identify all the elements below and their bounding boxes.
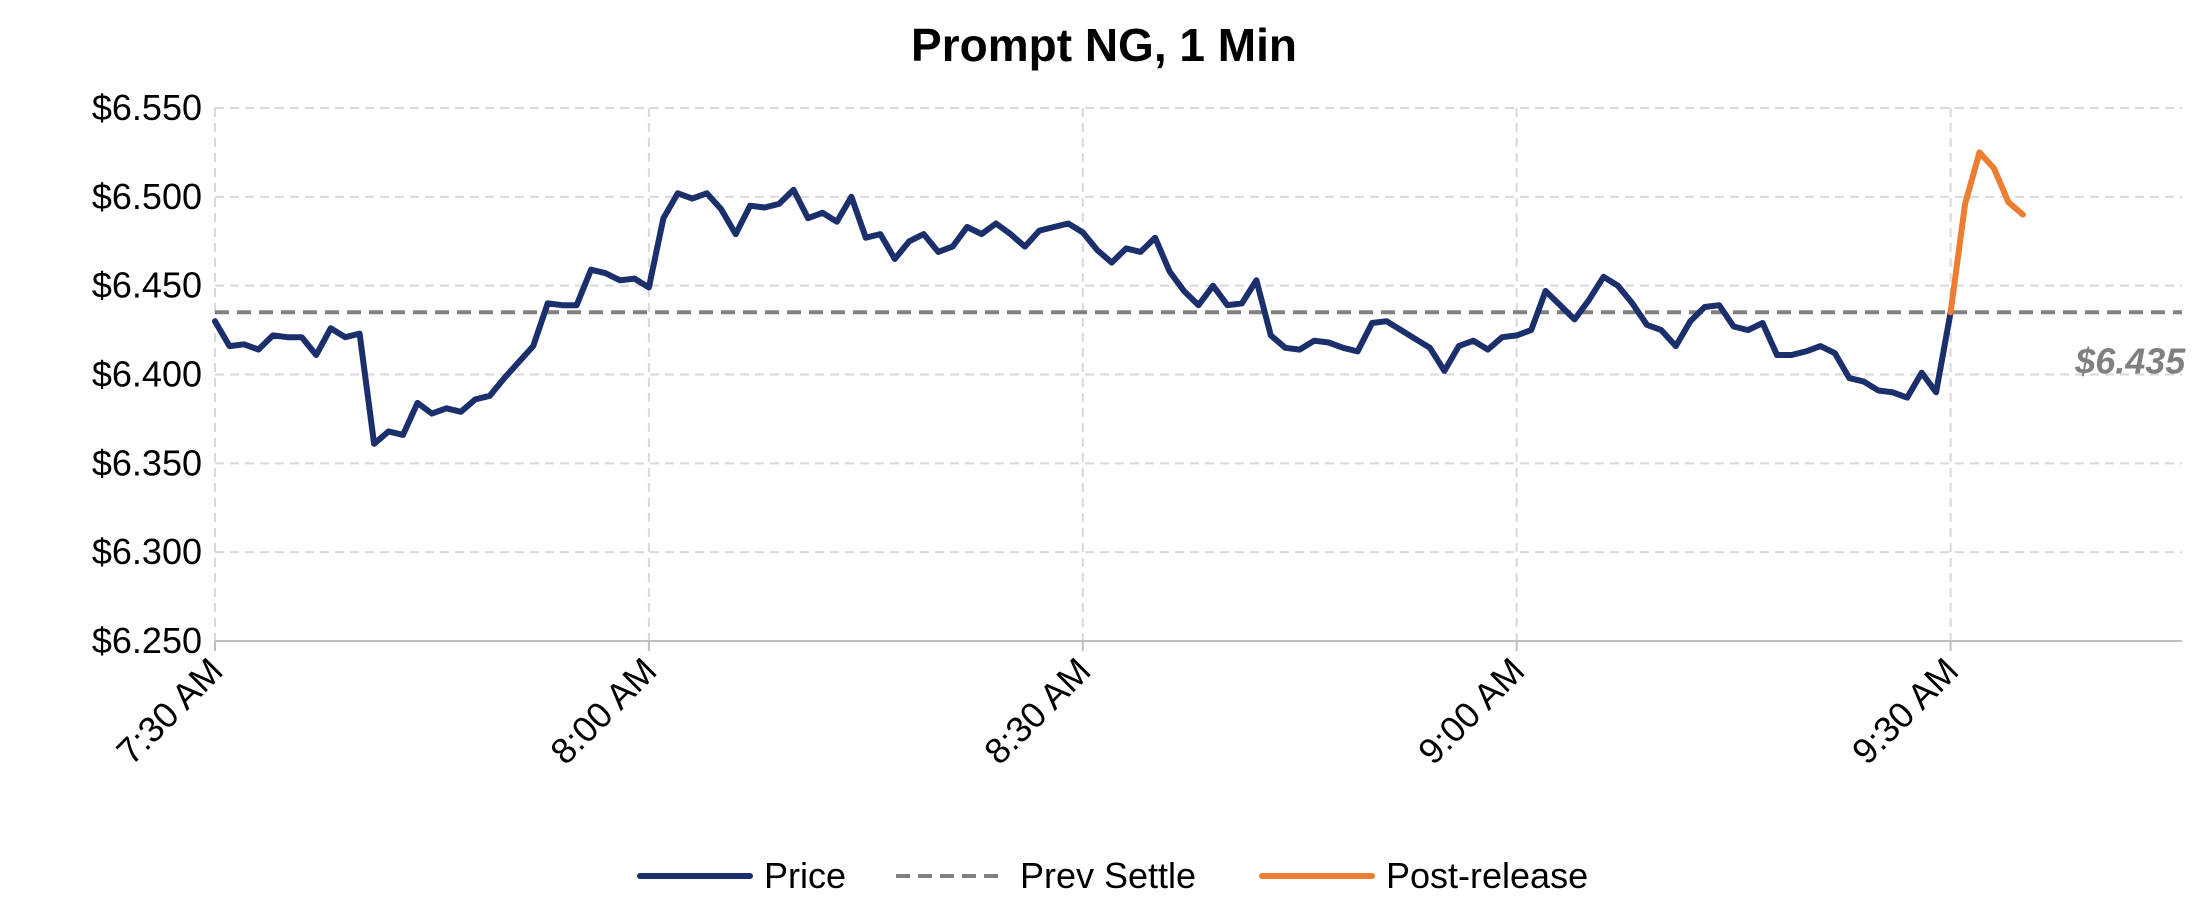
legend-label-prev-settle: Prev Settle [1020, 855, 1196, 896]
series-layer [212, 149, 2182, 447]
y-tick-label: $6.500 [92, 176, 202, 217]
x-tick-label: 8:30 AM [976, 650, 1098, 772]
x-tick-label: 9:00 AM [1410, 650, 1532, 772]
legend: Price Prev Settle Post-release [637, 855, 1588, 896]
legend-label-price: Price [764, 855, 846, 896]
y-tick-label: $6.450 [92, 265, 202, 306]
y-tick-label: $6.250 [92, 620, 202, 661]
chart-title: Prompt NG, 1 Min [911, 19, 1297, 71]
x-tick-labels: 7:30 AM 8:00 AM 8:30 AM 9:00 AM 9:30 AM [108, 650, 1966, 772]
x-tick-label: 8:00 AM [542, 650, 664, 772]
y-tick-label: $6.550 [92, 87, 202, 128]
y-tick-label: $6.350 [92, 442, 202, 483]
prev-settle-annotation: $6.435 [2074, 340, 2186, 381]
axis-layer [214, 640, 2182, 651]
x-tick-label: 9:30 AM [1844, 650, 1966, 772]
grid-layer [214, 107, 2182, 641]
series-line-post-release [1947, 149, 2026, 316]
annotations-layer: $6.435 [2074, 340, 2186, 381]
series-line-price [212, 186, 1954, 447]
y-tick-label: $6.400 [92, 354, 202, 395]
y-tick-labels: $6.250 $6.300 $6.350 $6.400 $6.450 $6.500 $6.5… [92, 87, 202, 661]
legend-label-post-release: Post-release [1386, 855, 1588, 896]
y-tick-label: $6.300 [92, 531, 202, 572]
x-tick-label: 7:30 AM [108, 650, 230, 772]
